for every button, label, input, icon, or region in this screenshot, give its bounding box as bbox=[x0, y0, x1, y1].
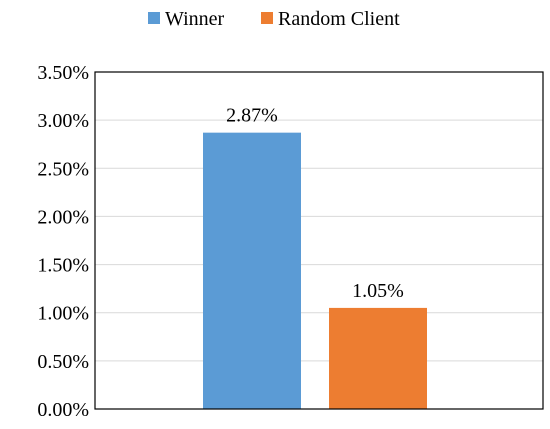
data-label: 1.05% bbox=[352, 280, 404, 302]
legend-swatch bbox=[261, 12, 273, 24]
y-tick-label: 0.00% bbox=[37, 399, 89, 421]
y-tick-label: 1.00% bbox=[37, 303, 89, 325]
y-tick-label: 3.50% bbox=[37, 62, 89, 84]
data-label: 2.87% bbox=[226, 105, 278, 127]
y-tick-label: 0.50% bbox=[37, 351, 89, 373]
y-tick-label: 3.00% bbox=[37, 110, 89, 132]
bar-random-client bbox=[329, 307, 427, 409]
plot-frame bbox=[94, 71, 544, 410]
legend-label: Random Client bbox=[278, 8, 400, 30]
plot-border bbox=[94, 71, 544, 410]
bar-winner bbox=[203, 132, 301, 409]
gridlines bbox=[95, 71, 543, 362]
chart-legend: Winner Random Client bbox=[148, 8, 400, 30]
legend-label: Winner bbox=[165, 8, 225, 30]
bars bbox=[203, 132, 427, 409]
y-axis: 0.00% 0.50% 1.00% 1.50% 2.00% 2.50% 3.00% 3.50% bbox=[37, 62, 89, 421]
data-labels: 2.87% 1.05% bbox=[226, 105, 404, 302]
legend-swatch bbox=[148, 12, 160, 24]
y-tick-label: 2.50% bbox=[37, 158, 89, 180]
y-tick-label: 2.00% bbox=[37, 206, 89, 228]
y-tick-label: 1.50% bbox=[37, 255, 89, 277]
